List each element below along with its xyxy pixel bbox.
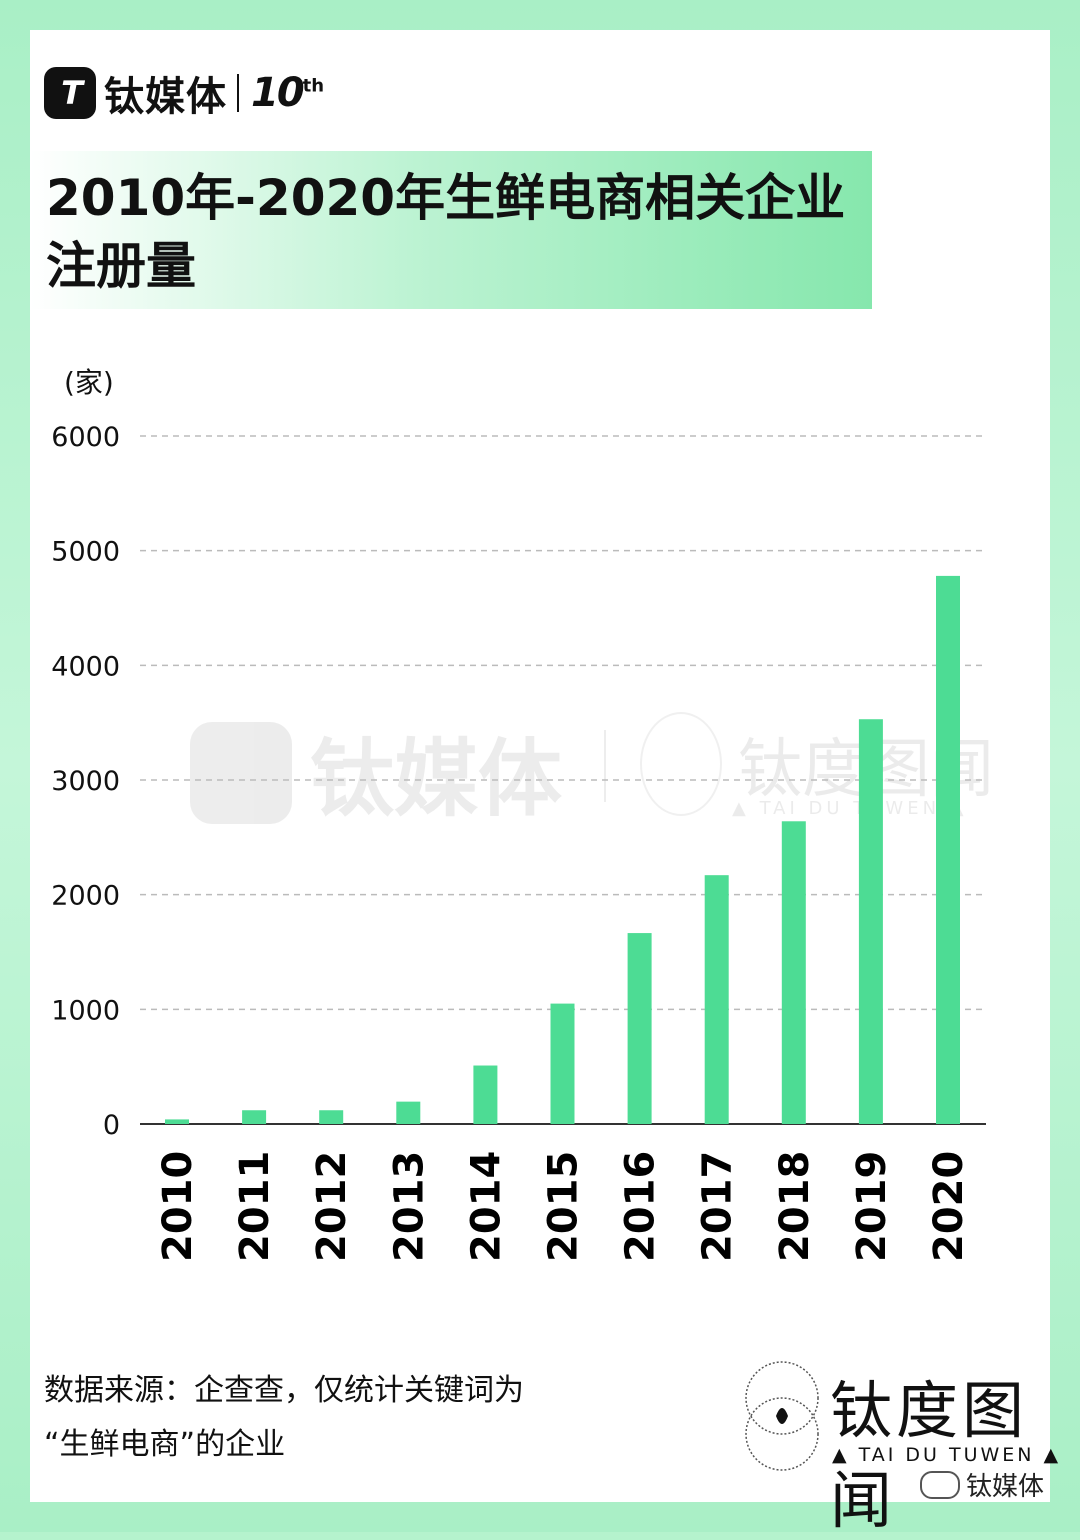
- y-axis-ticks: 0 1000 2000 3000 4000 5000 6000: [51, 422, 120, 1141]
- watermark-brand-sub: ▲ TAI DU TUWEN ▲: [732, 798, 968, 819]
- logo-icon: T: [44, 67, 96, 119]
- x-tick-label: 2017: [695, 1151, 741, 1262]
- y-tick-label: 2000: [51, 881, 120, 912]
- title-highlight: [30, 151, 872, 309]
- anniversary-number: 10: [251, 70, 305, 116]
- y-tick-label: 6000: [51, 422, 120, 453]
- watermark-logo-icon: [190, 721, 292, 824]
- brand-logo: T 钛媒体 10th: [44, 66, 324, 120]
- x-tick-label: 2020: [926, 1151, 972, 1262]
- watermark-divider: [604, 730, 606, 802]
- x-tick-label: 2019: [849, 1151, 895, 1262]
- watermark-logo: 钛媒体: [190, 712, 562, 833]
- footer-brand: 钛度图闻 ▲ TAI DU TUWEN ▲: [740, 1360, 1058, 1537]
- logo-divider: [237, 74, 239, 112]
- anniversary-badge: 10th: [251, 70, 324, 116]
- data-source-line-1: 数据来源：企查查，仅统计关键词为: [44, 1373, 524, 1408]
- x-tick-label: 2015: [541, 1151, 587, 1262]
- y-tick-label: 5000: [51, 537, 120, 568]
- y-unit-label: (家): [64, 366, 114, 399]
- bar-2018: [781, 821, 806, 1124]
- bar-2015: [550, 1003, 575, 1124]
- bar-2019: [858, 719, 883, 1124]
- bar-2013: [396, 1101, 421, 1124]
- logo-text: 钛媒体: [104, 74, 227, 120]
- y-tick-label: 1000: [51, 995, 120, 1026]
- watermark-eye-icon: [640, 712, 722, 816]
- y-tick-label: 0: [103, 1110, 120, 1141]
- wechat-label: 钛媒体: [920, 1466, 1044, 1503]
- y-tick-label: 4000: [51, 651, 120, 682]
- x-tick-label: 2016: [618, 1151, 664, 1262]
- x-tick-label: 2013: [386, 1151, 432, 1262]
- x-axis-ticks: 2010 2011 2012 2013 2014 2015 2016 2017 2018 2019…: [155, 1151, 972, 1262]
- x-tick-label: 2012: [309, 1151, 355, 1262]
- bars: [165, 575, 960, 1124]
- bar-2017: [704, 875, 729, 1124]
- data-source-line-2: “生鲜电商”的企业: [44, 1427, 286, 1462]
- x-tick-label: 2010: [155, 1151, 201, 1262]
- x-tick-label: 2011: [232, 1151, 278, 1262]
- page-title: 2010年-2020年生鲜电商相关企业注册量: [46, 169, 846, 295]
- bar-2012: [319, 1110, 344, 1124]
- bar-2016: [627, 933, 652, 1124]
- anniversary-suffix: th: [302, 75, 325, 97]
- y-tick-label: 3000: [51, 766, 120, 797]
- x-tick-label: 2018: [772, 1151, 818, 1262]
- bar-2010: [165, 1119, 189, 1124]
- eye-icon: [745, 1361, 819, 1471]
- bar-2014: [473, 1065, 498, 1124]
- watermark-logo-text: 钛媒体: [310, 730, 563, 828]
- bar-2020: [936, 575, 960, 1124]
- wechat-icon: [920, 1470, 960, 1499]
- wechat-account-name: 钛媒体: [966, 1472, 1045, 1502]
- x-tick-label: 2014: [463, 1151, 509, 1262]
- footer-brand-name: 钛度图闻: [830, 1374, 1029, 1537]
- bar-2011: [242, 1110, 267, 1124]
- data-source: 数据来源：企查查，仅统计关键词为 “生鲜电商”的企业: [44, 1364, 644, 1472]
- footer-brand-sub: ▲ TAI DU TUWEN ▲: [832, 1444, 1062, 1466]
